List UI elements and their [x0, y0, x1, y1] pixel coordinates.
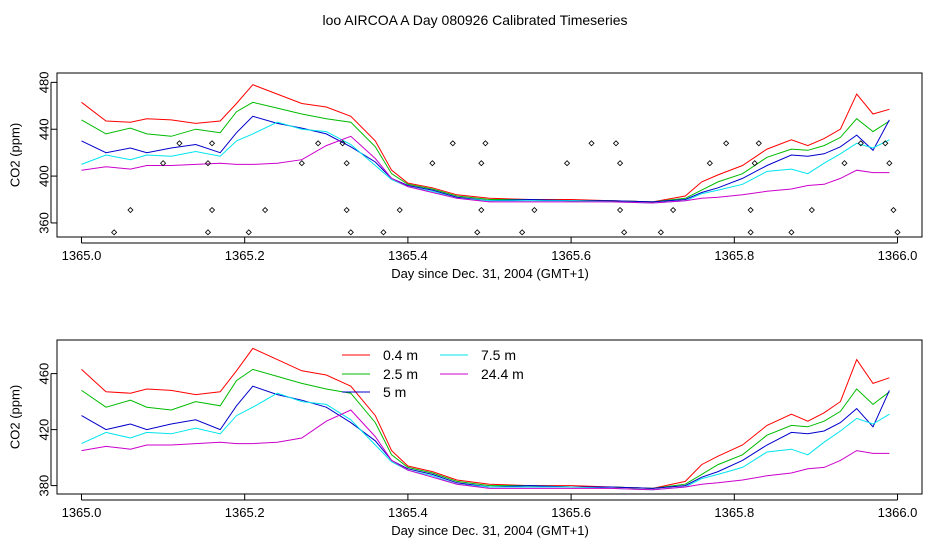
legend-entry-label: 2.5 m [383, 366, 418, 382]
scatter-point [706, 160, 713, 167]
scatter-point [747, 206, 754, 214]
scatter-point [519, 229, 526, 236]
scatter-point [886, 160, 893, 167]
scatter-point [298, 160, 305, 167]
series-line-24-4-mm [81, 409, 890, 491]
scatter-point [208, 140, 216, 147]
scatter-point [204, 229, 212, 236]
scatter-point [262, 206, 269, 214]
scatter-point [208, 206, 216, 214]
scatter-point [808, 206, 815, 214]
scatter-point [396, 206, 403, 214]
series-line-5-mm [81, 115, 890, 203]
scatter-point [245, 229, 252, 236]
scatter-point [841, 160, 848, 167]
x-axis-label: Day since Dec. 31, 2004 (GMT+1) [391, 523, 589, 538]
scatter-point [788, 229, 795, 236]
scatter-point [478, 160, 485, 167]
legend-entry-label: 0.4 m [383, 347, 418, 363]
scatter-point [160, 160, 167, 167]
scatter-point [531, 206, 538, 214]
y-tick-label: 400 [36, 165, 51, 187]
scatter-point [347, 229, 354, 236]
y-axis-label: CO2 (ppm) [7, 123, 22, 187]
scatter-point [343, 160, 350, 167]
scatter-point [588, 140, 595, 147]
scatter-point [176, 140, 183, 147]
plot-frame [56, 72, 923, 238]
x-tick-label: 1365.8 [714, 505, 754, 520]
y-tick-label: 380 [36, 475, 51, 497]
legend: 0.4 m 2.5 m 5 m 7.5 m 24.4 m [342, 347, 524, 400]
x-axis-label: Day since Dec. 31, 2004 (GMT+1) [391, 266, 589, 281]
y-tick-label: 420 [36, 419, 51, 441]
scatter-point [380, 229, 387, 236]
scatter-point [890, 206, 897, 214]
scatter-point [339, 140, 346, 147]
scatter-point [882, 140, 889, 147]
series-line-24-4-mm [81, 135, 890, 204]
y-axis-label: CO2 (ppm) [7, 385, 22, 449]
y-tick-label: 440 [36, 118, 51, 140]
series-line-0-4-mm [81, 347, 890, 489]
series-line-2-5-mm [81, 101, 890, 203]
legend-entry-label: 5 m [383, 384, 406, 400]
scatter-point [857, 140, 864, 147]
x-tick-label: 1365.2 [225, 505, 265, 520]
scatter-point [449, 140, 456, 147]
bottom-panel-co2: 1365.0 1365.2 1365.4 1365.6 1365.8 1366.0 Day … [7, 339, 923, 538]
scatter-point [617, 206, 624, 214]
plot-frame [56, 339, 923, 495]
scatter-point [723, 140, 730, 147]
scatter-point [751, 160, 758, 167]
x-tick-label: 1365.8 [714, 248, 754, 263]
y-tick-label: 480 [36, 72, 51, 94]
x-tick-label: 1366.0 [878, 248, 918, 263]
scatter-point [127, 206, 134, 214]
scatter-point [657, 229, 664, 236]
legend-entry-label: 24.4 m [481, 366, 524, 382]
x-tick-label: 1365.6 [551, 248, 591, 263]
scatter-point [478, 206, 485, 214]
top-panel-co2: 1365.0 1365.2 1365.4 1365.6 1365.8 1366.0 Day … [7, 72, 923, 281]
series-line-5-mm [81, 385, 890, 489]
scatter-point [343, 206, 350, 214]
series-line-0-4-mm [81, 84, 890, 203]
x-tick-label: 1365.4 [388, 505, 428, 520]
scatter-point [894, 229, 901, 236]
x-tick-label: 1365.6 [551, 505, 591, 520]
scatter-point [621, 229, 628, 236]
y-tick-label: 460 [36, 363, 51, 385]
figure-title: loo AIRCOA A Day 080926 Calibrated Times… [322, 12, 627, 28]
x-tick-label: 1366.0 [878, 505, 918, 520]
x-tick-label: 1365.0 [62, 505, 102, 520]
scatter-point [315, 140, 322, 147]
x-tick-label: 1365.0 [62, 248, 102, 263]
scatter-point [563, 160, 571, 167]
scatter-point [617, 160, 624, 167]
scatter-point [482, 140, 489, 147]
scatter-point [755, 140, 762, 147]
scatter-point [204, 160, 212, 167]
scatter-point [670, 206, 677, 214]
scatter-point [474, 229, 481, 236]
scatter-point [612, 140, 620, 147]
series-line-2-5-mm [81, 368, 890, 489]
scatter-point [747, 229, 754, 236]
scatter-point [111, 229, 118, 236]
scatter-point [429, 160, 436, 167]
y-tick-label: 360 [36, 212, 51, 234]
x-tick-label: 1365.2 [225, 248, 265, 263]
x-tick-label: 1365.4 [388, 248, 428, 263]
legend-entry-label: 7.5 m [481, 347, 516, 363]
